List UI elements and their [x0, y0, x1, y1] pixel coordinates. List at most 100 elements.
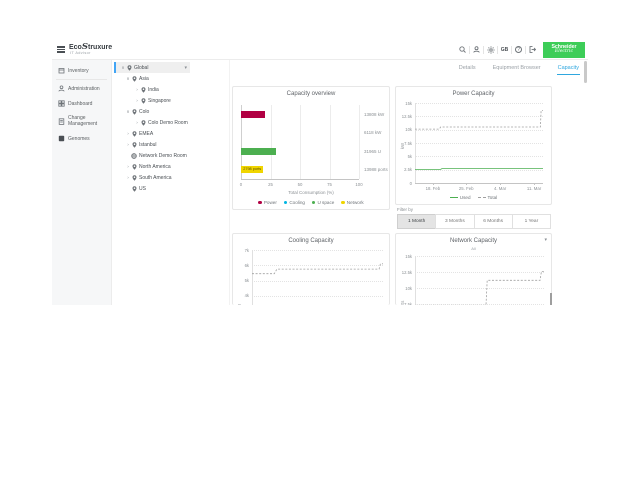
- legend-dot: [311, 200, 316, 205]
- tree-item-label: EMEA: [139, 130, 154, 137]
- y-tick-label: 15k: [405, 100, 412, 106]
- x-tick-label: 100: [355, 182, 363, 187]
- expander-icon[interactable]: ∨: [126, 108, 130, 114]
- y-tick-label: 12.5k: [401, 269, 412, 275]
- legend-dot: [258, 200, 262, 205]
- expander-icon[interactable]: ∨: [121, 64, 125, 70]
- tree-item-label: Global: [134, 64, 149, 71]
- location-icon: [140, 86, 146, 93]
- x-axis: [241, 179, 359, 180]
- location-icon: [131, 75, 137, 82]
- expander-icon[interactable]: ›: [136, 98, 138, 103]
- chart-dropdown-caret-icon[interactable]: ▾: [544, 237, 547, 243]
- tree-item-singapore[interactable]: › Singapore: [112, 95, 229, 106]
- tree-item-label: Istanbul: [139, 141, 157, 148]
- chart-plot: [415, 270, 544, 305]
- help-icon[interactable]: ?: [515, 46, 522, 53]
- tree-item-istanbul[interactable]: › Istanbul: [112, 139, 229, 150]
- sidebar-item-inventory[interactable]: Inventory: [52, 63, 111, 78]
- expander-icon[interactable]: ›: [127, 175, 129, 180]
- tree-item-north-america[interactable]: › North America: [112, 161, 229, 172]
- language-button[interactable]: GB: [500, 46, 509, 53]
- tab-capacity[interactable]: Capacity: [556, 63, 580, 75]
- tree-item-asia[interactable]: ∨ Asia: [112, 73, 229, 84]
- legend-item-cooling: Cooling: [283, 200, 305, 205]
- tree-item-emea[interactable]: › EMEA: [112, 128, 229, 139]
- logo-text: Eco: [69, 43, 82, 51]
- x-tick-label: 0: [239, 182, 243, 187]
- expander-icon[interactable]: ›: [127, 142, 129, 147]
- tree-item-colo[interactable]: ∨ Colo: [112, 106, 229, 117]
- sidebar-item-label: Inventory: [68, 67, 89, 74]
- sidebar-item-change-management[interactable]: Change Management: [52, 111, 111, 131]
- expander-icon[interactable]: ›: [136, 87, 138, 92]
- tab-details[interactable]: Details: [458, 65, 476, 71]
- time-filter: Filter by 1 Month 3 Months 6 Months 1 Year: [397, 207, 551, 229]
- search-icon[interactable]: [456, 44, 469, 56]
- sidebar-item-label: Dashboard: [68, 100, 93, 107]
- expander-icon[interactable]: ›: [127, 164, 129, 169]
- filter-button-1-year[interactable]: 1 Year: [511, 214, 551, 229]
- x-axis-title: Total Consumption (%): [288, 190, 334, 195]
- inventory-icon: [58, 67, 65, 74]
- x-tick: [500, 183, 502, 185]
- gridline: [252, 250, 383, 251]
- tree-item-global[interactable]: ∨ Global ▾: [114, 62, 190, 73]
- location-icon: [131, 185, 137, 192]
- user-icon[interactable]: [470, 44, 483, 56]
- main-scrollbar-thumb[interactable]: [584, 61, 587, 83]
- y-axis-title: ports: [400, 301, 405, 305]
- tree-item-south-america[interactable]: › South America: [112, 172, 229, 183]
- sidebar-item-genomes[interactable]: Genomes: [52, 131, 111, 146]
- capacity-total-label: 6118 kW: [364, 130, 382, 136]
- tree-item-india[interactable]: › India: [112, 84, 229, 95]
- tab-equipment-browser[interactable]: Equipment Browser: [492, 65, 541, 71]
- gridline: [252, 295, 383, 297]
- sidebar-item-label: Genomes: [68, 135, 90, 142]
- y-tick-label: 7.5k: [404, 301, 412, 306]
- expander-icon[interactable]: ›: [136, 120, 138, 125]
- filter-button-6-months[interactable]: 6 Months: [473, 214, 513, 229]
- legend-label: Cooling: [289, 200, 305, 205]
- logo-subtitle: IT Advisor: [70, 51, 91, 56]
- tree-item-colo-demo-room[interactable]: › Colo Demo Room: [112, 117, 229, 128]
- legend-label: Network: [346, 200, 364, 205]
- y-tick-label: 5k: [407, 153, 412, 159]
- gridline: [252, 280, 383, 282]
- location-tree: ∨ Global ▾ ∨ Asia › India › Singapore ∨ Colo › Colo …: [112, 60, 230, 305]
- expander-icon[interactable]: ∨: [126, 75, 130, 81]
- gridline: [415, 288, 544, 289]
- gridline: [415, 116, 543, 118]
- tree-item-network-demo-room[interactable]: Network Demo Room: [112, 150, 229, 161]
- chart-legend: Used Total: [396, 195, 551, 200]
- chart-subtitle: All: [471, 246, 476, 251]
- gridline: [270, 105, 272, 179]
- schneider-electric-logo[interactable]: Schneider Electric: [543, 41, 585, 58]
- y-axis: [252, 250, 253, 305]
- tree-item-us[interactable]: US: [112, 183, 229, 194]
- expander-icon[interactable]: ›: [127, 131, 129, 136]
- logout-icon[interactable]: [526, 44, 539, 56]
- bar-u-space: [241, 147, 277, 155]
- x-tick-label: 25. Feb: [458, 186, 474, 191]
- filter-button-3-months[interactable]: 3 Months: [435, 214, 475, 229]
- series-total: [252, 263, 383, 275]
- gridline: [300, 105, 301, 179]
- administration-icon: [58, 85, 65, 92]
- gear-icon[interactable]: [484, 44, 497, 56]
- filter-button-1-month[interactable]: 1 Month: [397, 214, 437, 229]
- menu-icon[interactable]: [57, 46, 65, 53]
- inner-scrollbar-thumb[interactable]: [550, 293, 552, 305]
- y-axis-title: kW: [237, 303, 242, 305]
- tree-item-label: Singapore: [148, 97, 171, 104]
- tree-item-label: Asia: [139, 75, 149, 82]
- dropdown-caret-icon[interactable]: ▾: [184, 64, 187, 71]
- location-icon: [126, 64, 132, 71]
- power-capacity-card: Power Capacity 0 2.5k 5k 7.5k 10k 12.5k 15k 18. …: [395, 86, 552, 205]
- y-axis: [415, 103, 416, 183]
- sidebar-item-dashboard[interactable]: Dashboard: [52, 96, 111, 111]
- ecostruxure-logo: EcoStruxure IT Advisor: [69, 41, 113, 56]
- tree-item-label: US: [139, 185, 146, 192]
- bar-power: [241, 110, 265, 118]
- sidebar-item-administration[interactable]: Administration: [52, 81, 111, 96]
